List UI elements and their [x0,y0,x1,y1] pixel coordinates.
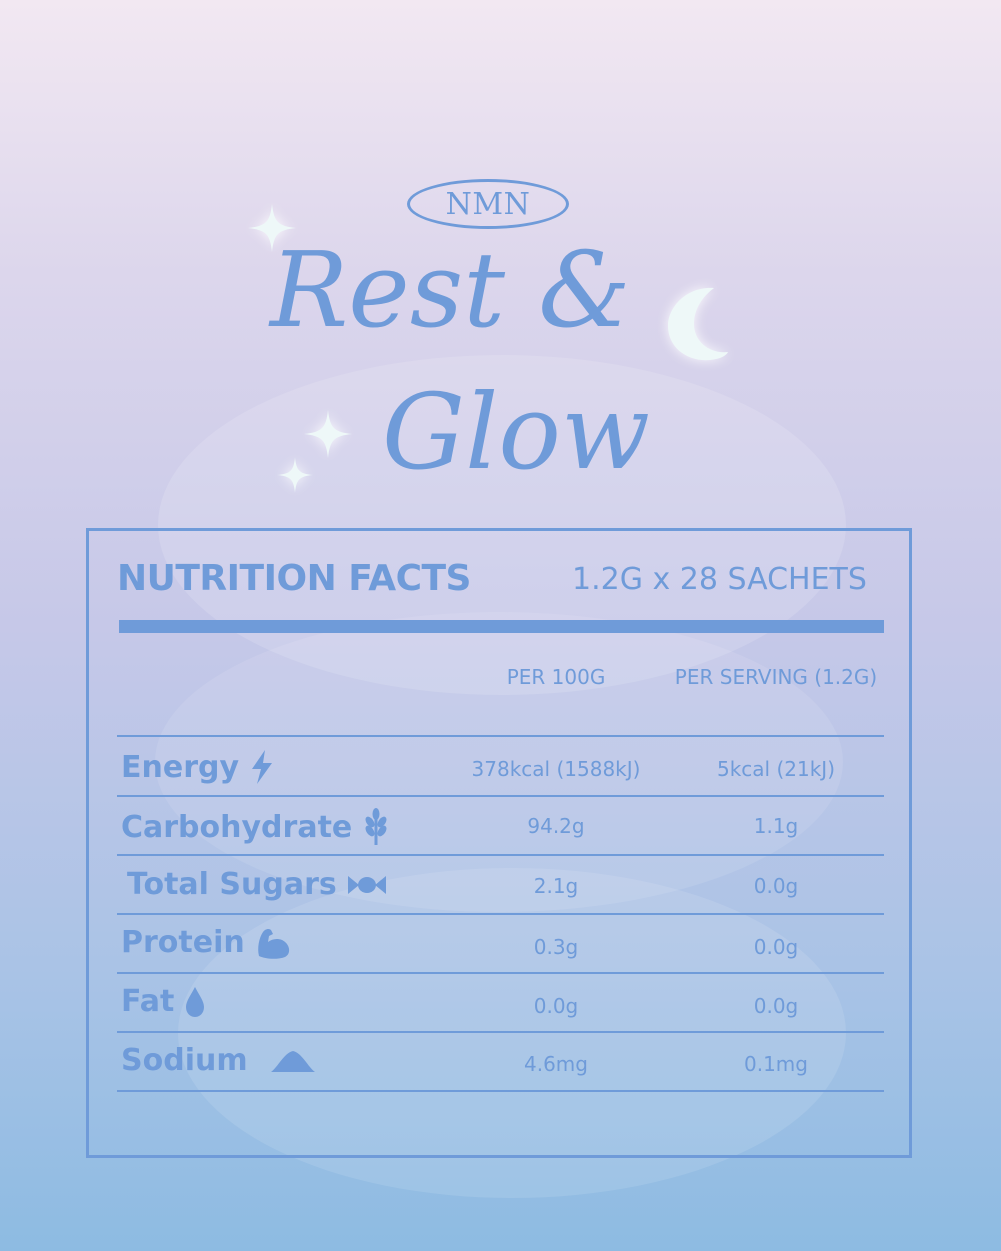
nutrient-label: Protein [121,925,245,960]
row-divider [117,1031,884,1033]
sparkle-icon [248,204,296,252]
nutrient-label: Total Sugars [127,867,337,902]
candy-icon [347,875,386,894]
wheat-icon [365,808,387,845]
heading-divider [119,620,884,633]
nutrient-label: Sodium [121,1043,248,1078]
row-divider [117,972,884,974]
value-per-100g: 4.6mg [524,1052,588,1076]
nutrition-panel [86,528,912,1158]
row-divider [117,913,884,915]
nutrient-row-total-sugars: Total Sugars [127,867,387,902]
column-header-per-100g: PER 100G [506,665,606,689]
sparkle-icon [277,457,313,493]
nutrient-label: Carbohydrate [121,809,353,845]
nutrient-row-fat: Fat [121,984,206,1019]
value-per-serving: 0.0g [753,935,799,959]
flexed-bicep-icon [257,928,289,959]
nutrition-heading: NUTRITION FACTS [117,558,471,599]
background-blob-top [158,355,846,695]
value-per-serving: 5kcal (21kJ) [716,757,835,781]
background-blob-bottom [178,868,846,1198]
nutrient-label: Energy [121,749,240,785]
sparkle-icon [304,410,352,458]
title-rest: Rest & [270,229,631,351]
background-blob-middle [155,612,843,912]
column-header-per-serving: PER SERVING (1.2G) [674,665,878,689]
row-divider [117,854,884,856]
title-glow: Glow [382,371,650,493]
nutrient-row-carbohydrate: Carbohydrate [121,808,390,846]
value-per-100g: 0.0g [533,994,579,1018]
row-divider [117,735,884,737]
value-per-serving: 0.0g [753,994,799,1018]
value-per-serving: 0.0g [753,874,799,898]
nutrient-row-energy: Energy [121,749,275,785]
nutrient-row-protein: Protein [121,925,293,960]
value-per-100g: 94.2g [527,814,585,838]
nutrient-row-sodium: Sodium [121,1043,316,1078]
serving-info: 1.2G x 28 SACHETS [572,562,867,597]
nmn-badge: NMN [407,179,569,229]
value-per-serving: 0.1mg [744,1052,808,1076]
droplet-icon [186,986,205,1017]
value-per-100g: 0.3g [533,935,579,959]
lightning-icon [252,750,273,784]
value-per-100g: 378kcal (1588kJ) [471,757,641,781]
crescent-moon-icon [668,287,728,361]
row-divider [117,795,884,797]
row-divider [117,1090,884,1092]
value-per-serving: 1.1g [753,814,799,838]
salt-pile-icon [270,1050,315,1072]
nutrient-label: Fat [121,984,175,1019]
value-per-100g: 2.1g [533,874,579,898]
